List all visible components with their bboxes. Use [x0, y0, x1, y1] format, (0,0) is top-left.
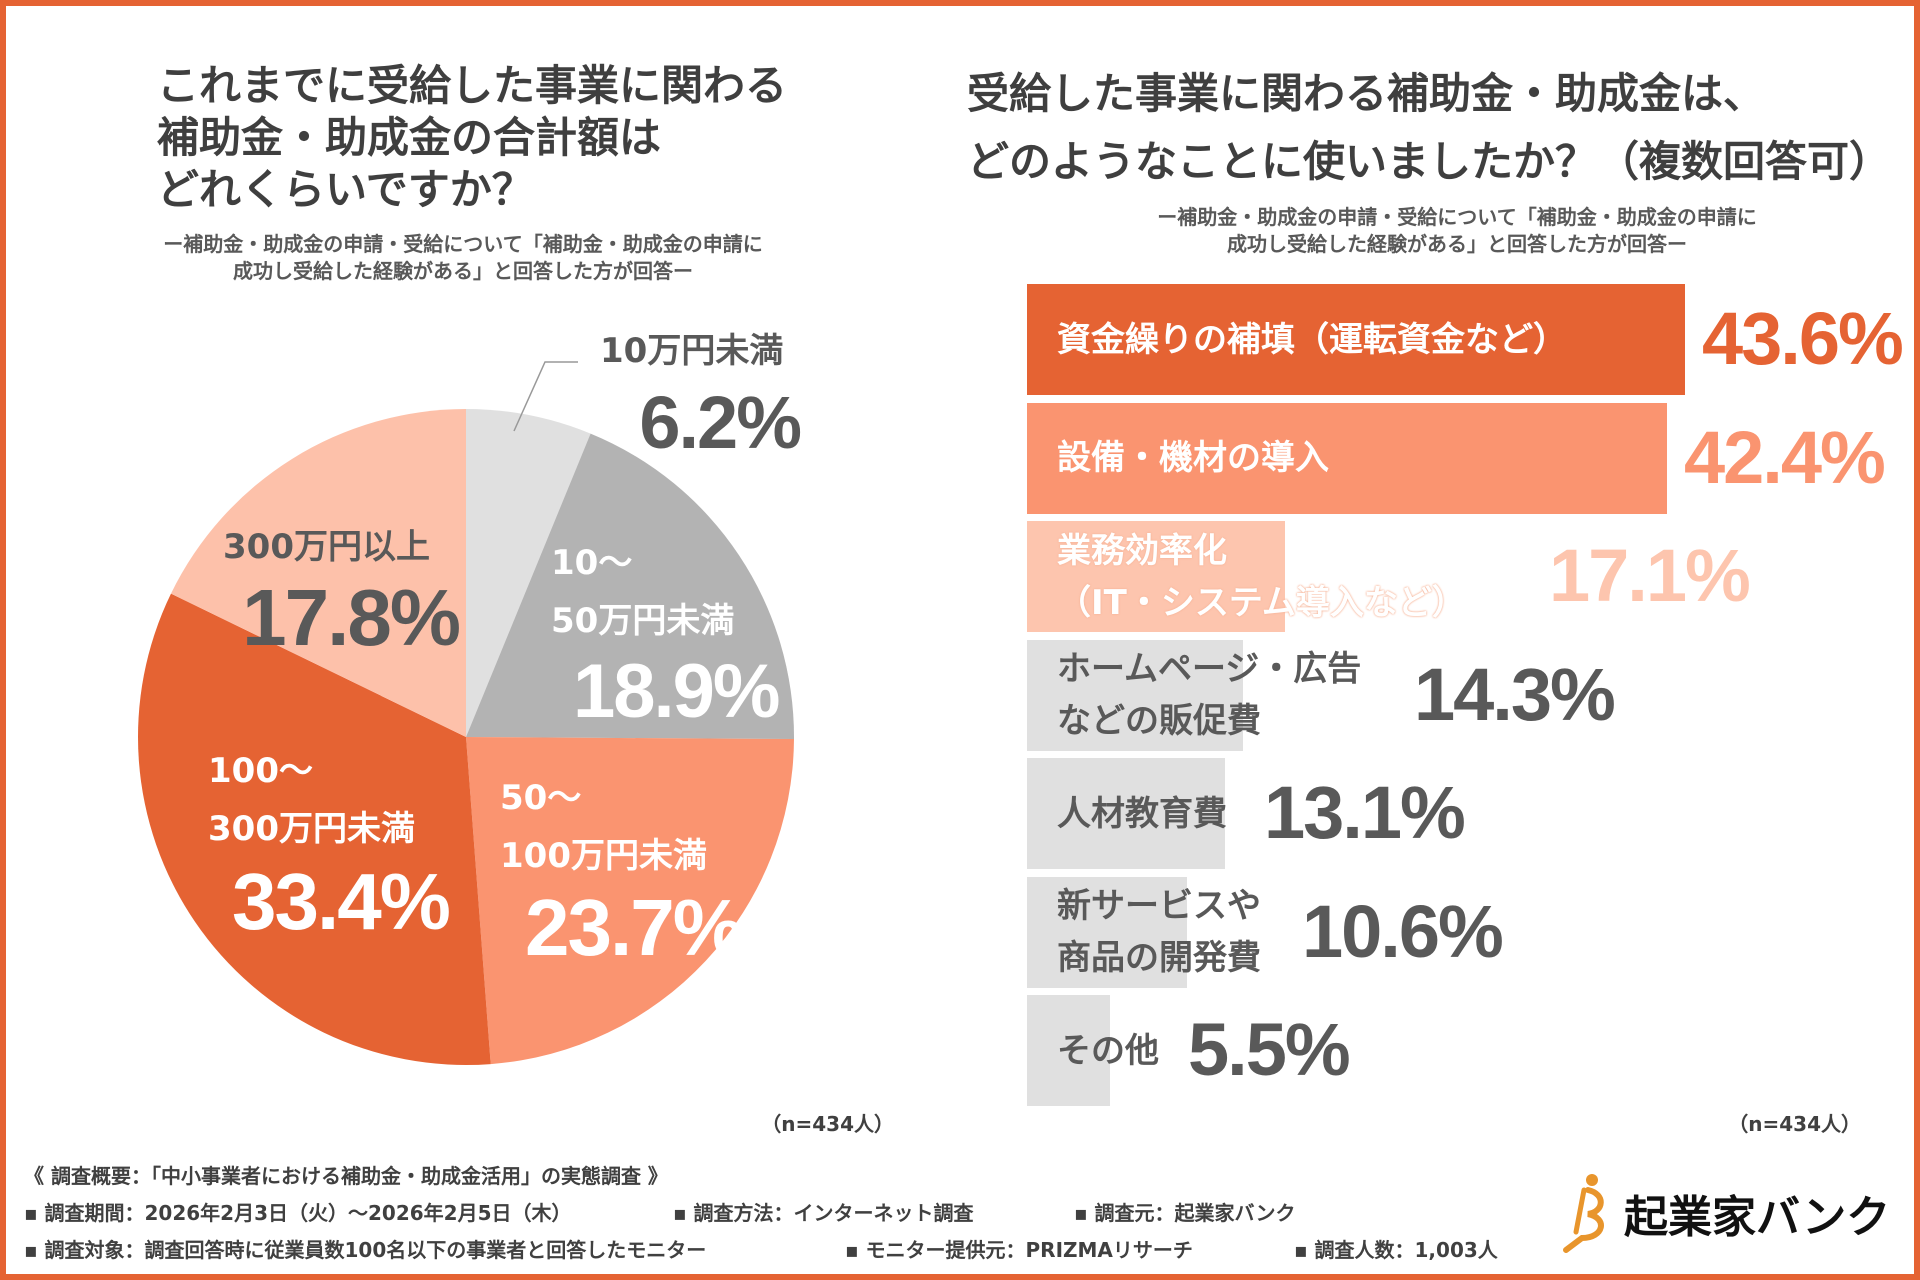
pie-value-4: 17.8% — [242, 573, 461, 662]
slice-label: 300万円未満 — [208, 809, 415, 849]
bar-value: 14.3% — [1414, 652, 1616, 736]
pie-label-1: 10〜 50万円未満 — [551, 534, 734, 650]
slice-label: 100〜 — [208, 751, 313, 791]
leader-line — [513, 361, 578, 432]
left-subtitle: ー補助金・助成金の申請・受給について「補助金・助成金の申請に 成功し受給した経験… — [163, 231, 762, 285]
bar-label-line: 資金繰りの補填（運転資金など） — [1057, 319, 1567, 360]
pie-value-3: 33.4% — [232, 857, 451, 946]
pie-chart — [138, 361, 794, 1065]
logo-text: 起業家バンク — [1624, 1192, 1891, 1243]
bar-label-line: 人材教育費 — [1057, 793, 1227, 834]
bar-3 — [1027, 639, 1243, 751]
bar-label: 新サービスや 商品の開発費 — [1057, 880, 1261, 984]
slice-label: 50〜 — [500, 778, 582, 818]
right-subtitle: ー補助金・助成金の申請・受給について「補助金・助成金の申請に 成功し受給した経験… — [1157, 204, 1756, 258]
bar-label-line: その他 — [1057, 1030, 1159, 1071]
bar-6 — [1027, 995, 1111, 1106]
slice-label: 10万円未満 — [600, 331, 784, 371]
survey-heading: 《 調査概要：「中小事業者における補助金・助成金活用」の実態調査 》 — [24, 1164, 668, 1188]
right-title-line: どのようなことに使いましたか？（複数回答可） — [967, 137, 1892, 186]
left-subtitle-line: 成功し受給した経験がある」と回答した方が回答ー — [233, 259, 693, 283]
bar-label-line: 業務効率化 — [1057, 530, 1227, 571]
bar-label-line: などの販促費 — [1057, 701, 1261, 741]
bar-value: 5.5% — [1188, 1008, 1351, 1091]
slice-label: 100万円未満 — [500, 836, 707, 876]
person-figure-icon — [1563, 1174, 1604, 1253]
bar-value: 13.1% — [1264, 771, 1466, 854]
pie-value-0: 6.2% — [639, 381, 802, 464]
bar-label: 業務効率化 （IT・システム導入など） — [1057, 525, 1466, 629]
left-title-line: これまでに受給した事業に関わる — [157, 61, 788, 110]
bar-label: 人材教育費 — [1057, 788, 1227, 840]
bar-2 — [1027, 521, 1286, 632]
logo: 起業家バンク — [1558, 1172, 1890, 1254]
pie-label-3: 100〜 300万円未満 — [208, 742, 415, 858]
left-subtitle-line: ー補助金・助成金の申請・受給について「補助金・助成金の申請に — [163, 232, 763, 256]
pie-slice-3 — [138, 593, 491, 1065]
left-title-line: 補助金・助成金の合計額は — [157, 113, 662, 162]
pie-label-4: 300万円以上 — [223, 518, 430, 576]
slice-label: 300万円以上 — [223, 527, 430, 567]
bar-label: 資金繰りの補填（運転資金など） — [1057, 314, 1567, 366]
pie-value-2: 23.7% — [525, 883, 744, 972]
bar-value: 17.1% — [1549, 534, 1751, 617]
bar-value: 42.4% — [1684, 415, 1886, 499]
bar-0 — [1027, 284, 1686, 395]
survey-count: ▪ 調査人数：1,003人 — [1294, 1238, 1498, 1262]
pie-slice-1 — [466, 433, 794, 740]
bar-label-line: 新サービスや — [1057, 886, 1261, 926]
survey-provider: ▪ モニター提供元：PRIZMAリサーチ — [845, 1238, 1193, 1262]
pie-slice-4 — [170, 409, 467, 737]
survey-period: ▪ 調査期間：2026年2月3日（火）〜2026年2月5日（木） — [24, 1201, 572, 1225]
bar-value: 43.6% — [1702, 297, 1904, 380]
slice-label: 50万円未満 — [551, 601, 735, 641]
right-subtitle-line: 成功し受給した経験がある」と回答した方が回答ー — [1227, 232, 1687, 256]
left-title: これまでに受給した事業に関わる 補助金・助成金の合計額は どれくらいですか？ — [157, 60, 787, 216]
right-title-line: 受給した事業に関わる補助金・助成金は、 — [967, 69, 1766, 118]
bar-1 — [1027, 402, 1668, 514]
bar-label-line: （IT・システム導入など） — [1057, 582, 1466, 623]
slice-label: 10〜 — [551, 543, 633, 583]
bar-label-line: ホームページ・広告 — [1057, 649, 1362, 689]
left-sample-size: （n=434人） — [761, 1112, 894, 1136]
survey-method: ▪ 調査方法：インターネット調査 — [673, 1201, 974, 1225]
right-subtitle-line: ー補助金・助成金の申請・受給について「補助金・助成金の申請に — [1157, 205, 1757, 229]
left-title-line: どれくらいですか？ — [157, 165, 534, 214]
bar-label: その他 — [1057, 1025, 1159, 1077]
survey-target: ▪ 調査対象：調査回答時に従業員数100名以下の事業者と回答したモニター — [24, 1238, 707, 1262]
bar-5 — [1027, 876, 1188, 988]
pie-slice-2 — [466, 737, 794, 1065]
bar-label-line: 商品の開発費 — [1057, 938, 1261, 978]
bar-4 — [1027, 758, 1225, 869]
pie-label-2: 50〜 100万円未満 — [500, 769, 707, 885]
survey-org: ▪ 調査元：起業家バンク — [1074, 1201, 1296, 1225]
pie-slice-0 — [466, 409, 591, 737]
pie-label-0: 10万円未満 — [600, 322, 783, 380]
pie-value-1: 18.9% — [573, 649, 780, 734]
bar-label: 設備・機材の導入 — [1057, 432, 1329, 484]
bar-value: 10.6% — [1302, 889, 1504, 973]
bar-label: ホームページ・広告 などの販促費 — [1057, 643, 1361, 747]
right-sample-size: （n=434人） — [1728, 1112, 1861, 1136]
right-title: 受給した事業に関わる補助金・助成金は、 どのようなことに使いましたか？（複数回答… — [967, 60, 1891, 196]
bar-label-line: 設備・機材の導入 — [1057, 438, 1329, 478]
